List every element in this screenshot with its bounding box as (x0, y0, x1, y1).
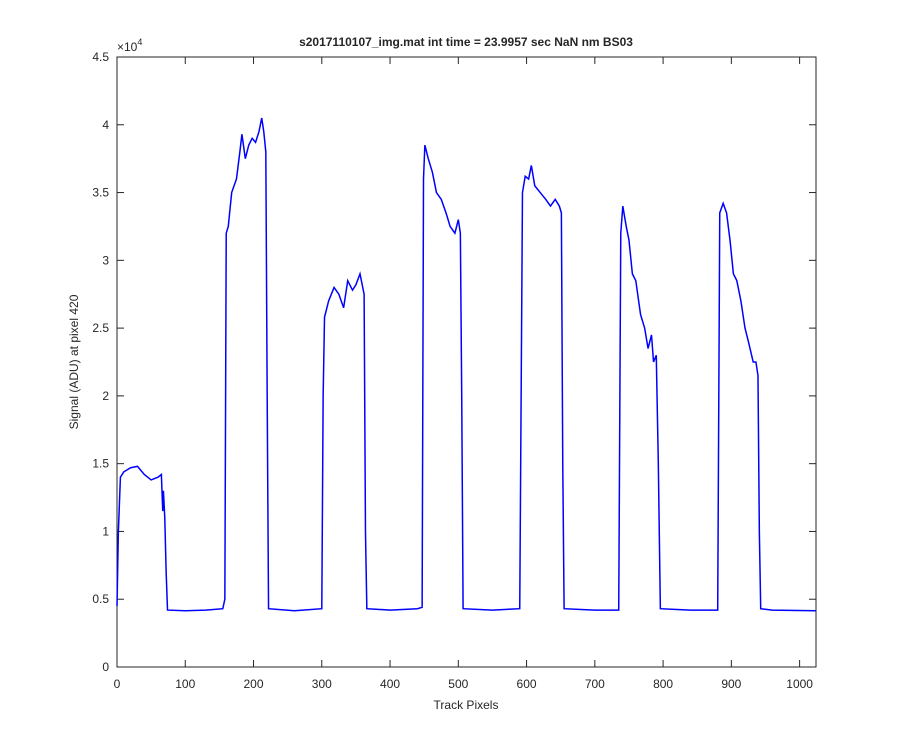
y-tick-label: 1.5 (92, 457, 109, 471)
x-tick-label: 600 (517, 677, 537, 691)
chart-title: s2017110107_img.mat int time = 23.9957 s… (299, 35, 633, 49)
axes-box (116, 56, 817, 668)
x-tick-label: 900 (721, 677, 741, 691)
x-tick-label: 300 (312, 677, 332, 691)
data-line (116, 117, 817, 612)
y-tick-label: 1 (102, 524, 109, 538)
y-tick-label: 4.5 (92, 50, 109, 64)
y-multiplier: ×104 (117, 37, 142, 54)
x-axis-label: Track Pixels (434, 698, 499, 712)
x-tick-label: 200 (244, 677, 264, 691)
x-tick-label: 1000 (786, 677, 813, 691)
y-tick-label: 4 (102, 118, 109, 132)
y-tick-label: 0 (102, 660, 109, 674)
y-axis-label: Signal (ADU) at pixel 420 (67, 294, 81, 429)
y-tick-label: 3 (102, 253, 109, 267)
x-tick-label: 100 (175, 677, 195, 691)
y-tick-label: 2.5 (92, 321, 109, 335)
x-tick-label: 800 (653, 677, 673, 691)
y-tick-label: 3.5 (92, 186, 109, 200)
x-tick-label: 400 (380, 677, 400, 691)
x-tick-label: 0 (114, 677, 121, 691)
y-multiplier-exponent: 4 (137, 37, 142, 47)
y-tick-label: 2 (102, 389, 109, 403)
y-tick-label: 0.5 (92, 592, 109, 606)
x-tick-label: 700 (585, 677, 605, 691)
x-tick-label: 500 (448, 677, 468, 691)
y-multiplier-base: ×10 (117, 40, 138, 54)
